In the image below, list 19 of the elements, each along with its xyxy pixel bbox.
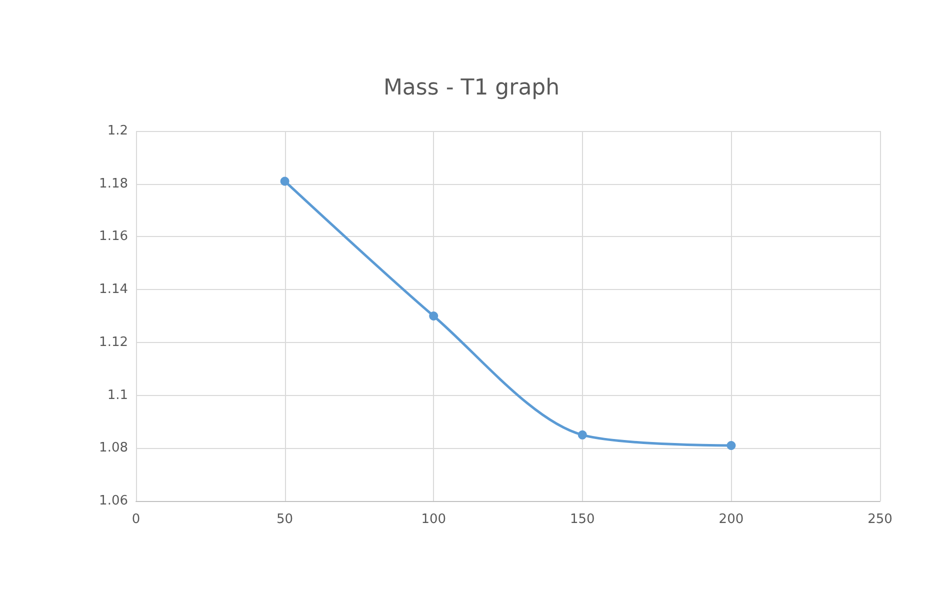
x-tick-label: 0 [132,512,140,527]
x-tick-label: 150 [570,512,595,527]
point [578,430,587,440]
x-tick-label: 50 [276,512,294,527]
x-tick-label: 100 [421,512,446,527]
y-tick-label: 1.08 [99,440,128,456]
y-tick-label: 1.18 [99,176,128,192]
y-tick-label: 1.06 [99,494,128,508]
chart-title: Mass - T1 graph [383,76,560,100]
point [726,441,736,450]
y-tick-label: 1.2 [107,124,128,138]
x-tick-label: 250 [868,512,892,527]
point [429,312,438,320]
y-tick-label: 1.12 [99,334,128,350]
x-tick-label: 200 [718,512,744,527]
point [280,176,290,186]
y-tick-label: 1.14 [99,282,128,298]
y-tick-label: 1.1 [107,388,128,403]
y-tick-label: 1.16 [99,229,128,244]
